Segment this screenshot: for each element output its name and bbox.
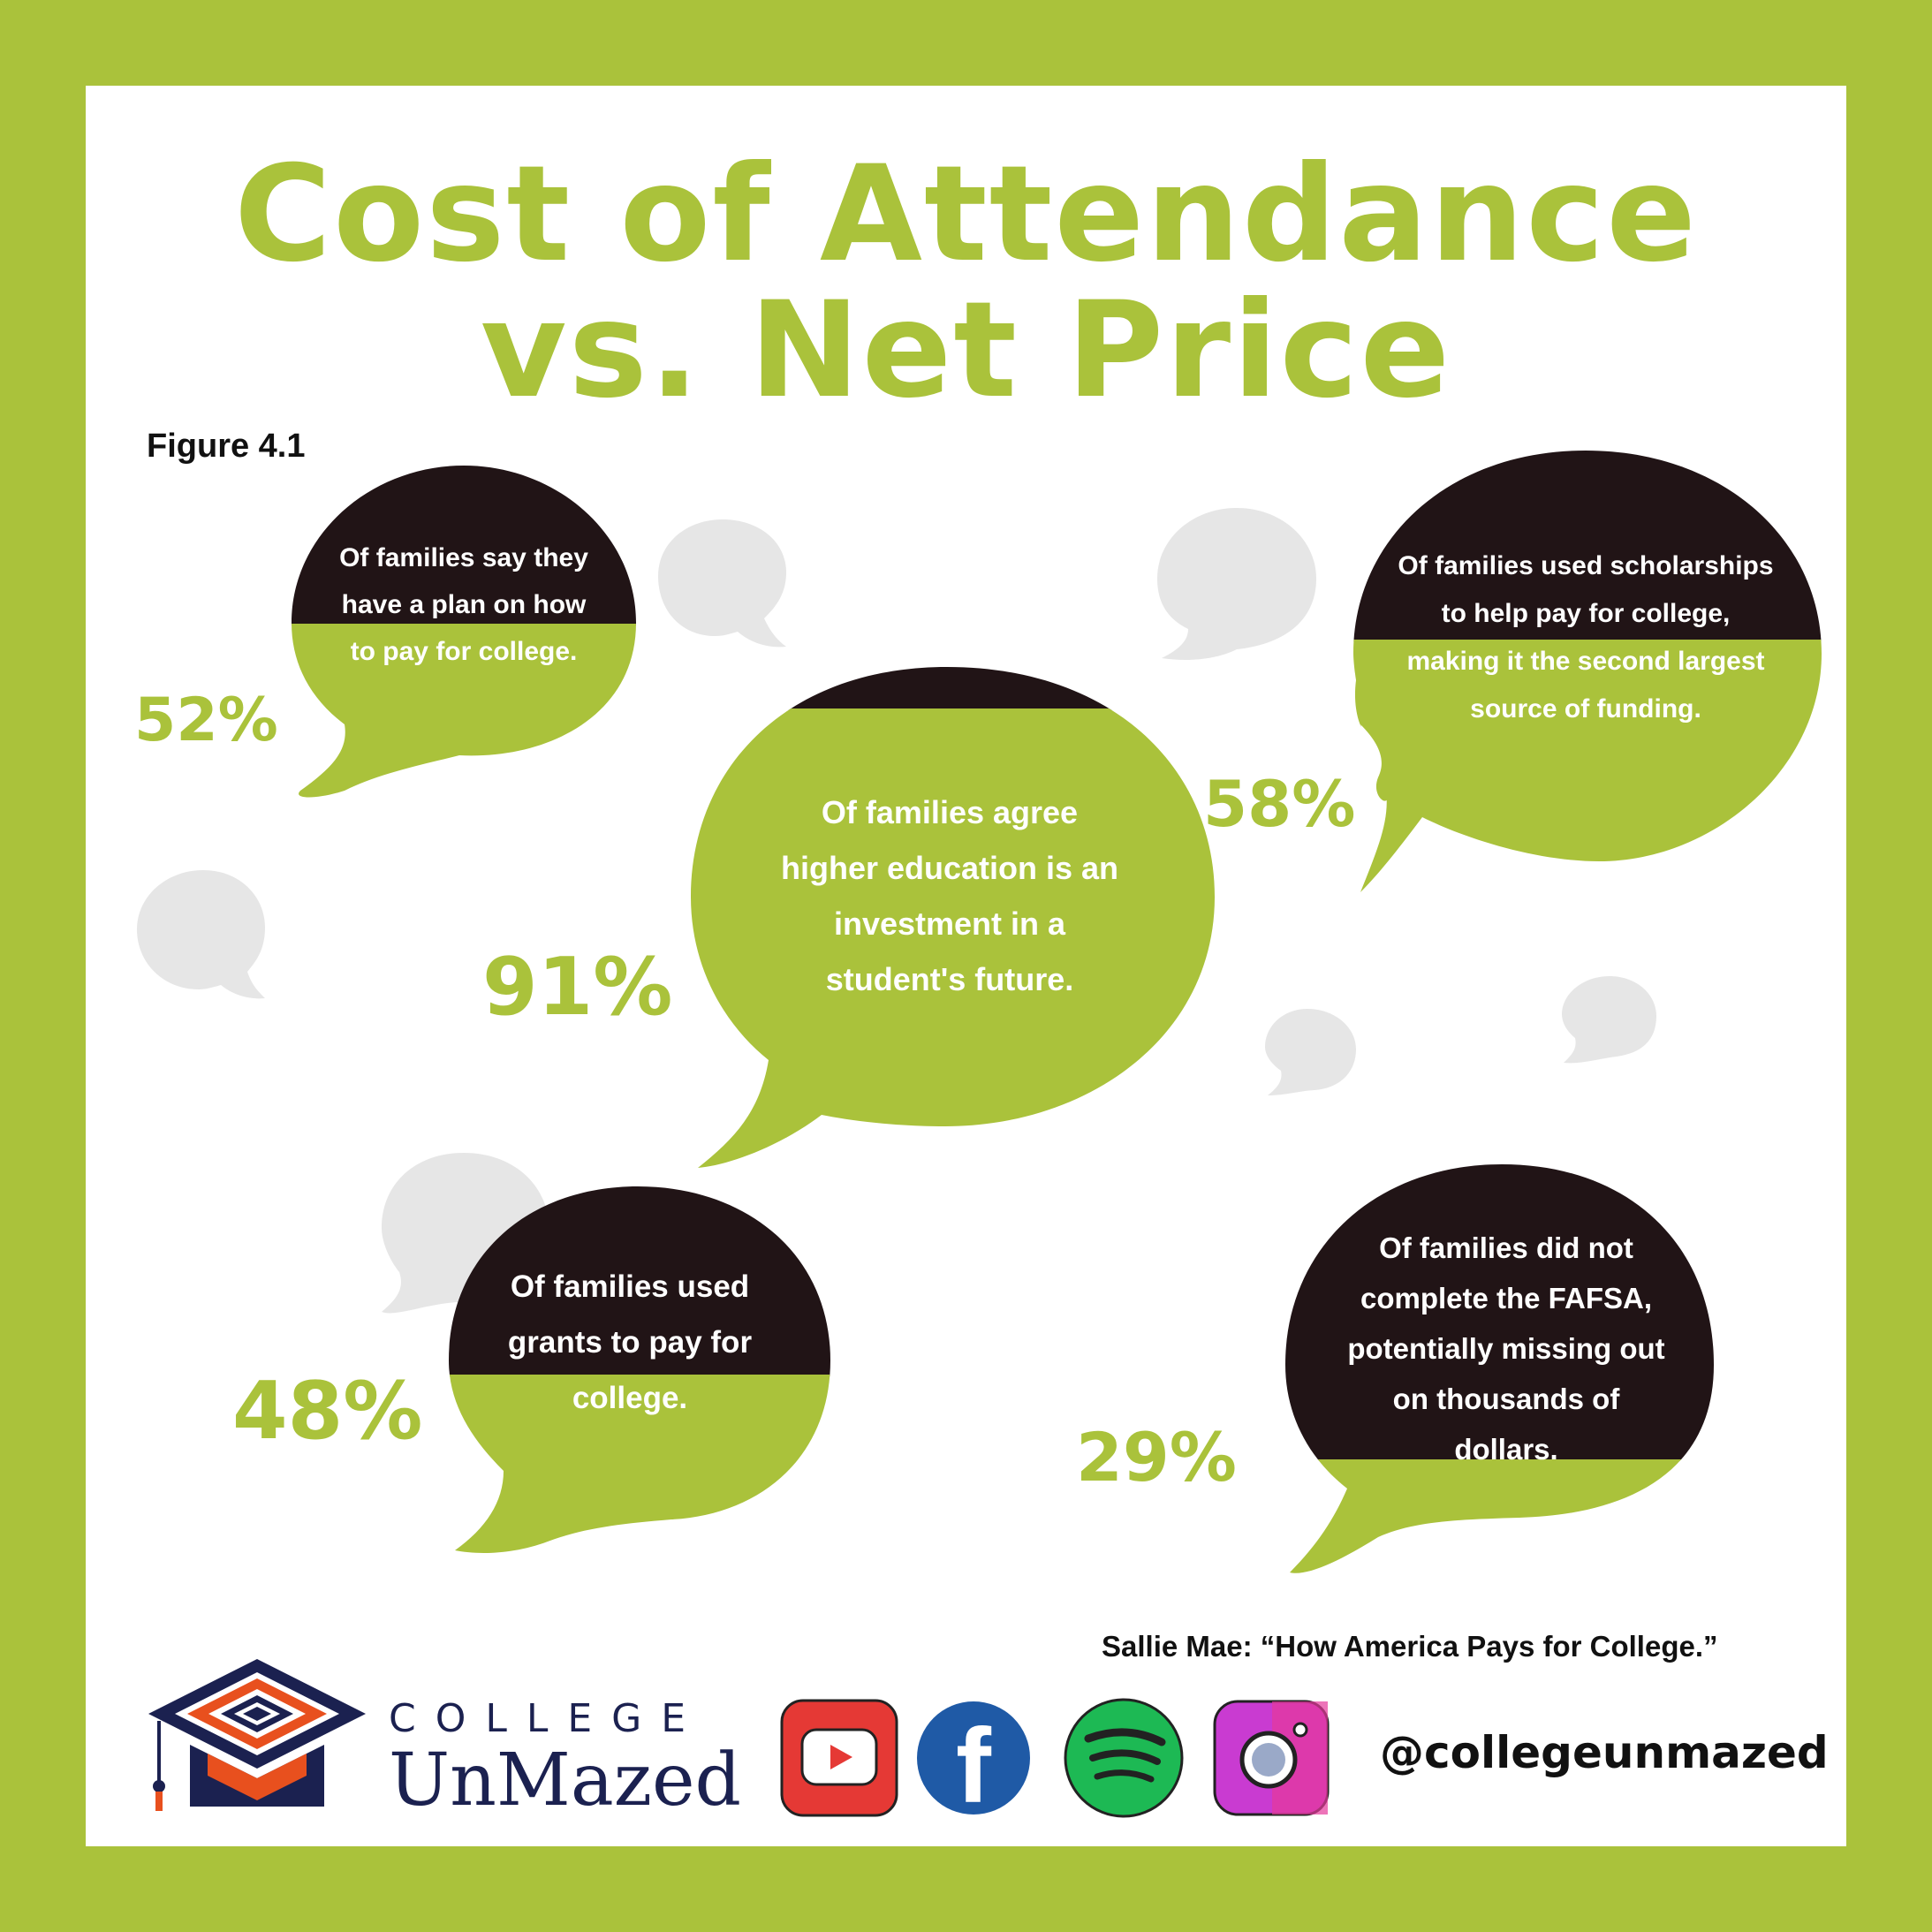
stat-91-percent: 91% [482,941,673,1034]
stat-58-percent: 58% [1203,767,1356,841]
stat-text-line: higher education is an [780,850,1119,886]
stat-52-percent: 52% [134,686,278,755]
stat-29-text: Of families did not complete the FAFSA, … [1312,1223,1701,1474]
decorative-bubble-icon [1562,976,1656,1064]
decorative-bubble-icon [137,870,265,999]
stat-58-text: Of families used scholarships to help pa… [1356,542,1815,733]
stat-text-line: to pay for college. [350,637,578,666]
stat-text-line: to help pay for college, [1441,599,1731,628]
stat-48-text: Of families used grants to pay for colle… [471,1259,789,1426]
decorative-bubble-icon [658,519,786,648]
stat-text-line: Of families used [510,1269,750,1304]
stat-text-line: have a plan on how [341,590,587,619]
svg-text:f: f [956,1707,992,1825]
social-handle[interactable]: @collegeunmazed [1380,1727,1829,1778]
stat-text-line: dollars. [1454,1433,1558,1466]
stat-text-line: Of families used scholarships [1398,551,1774,580]
source-citation: Sallie Mae: “How America Pays for Colleg… [1102,1630,1718,1663]
stat-text-line: potentially missing out [1347,1332,1665,1365]
stat-29-percent: 29% [1076,1418,1237,1496]
stat-text-line: investment in a [833,905,1066,942]
stat-91-text: Of families agree higher education is an… [724,784,1175,1007]
stat-text-line: source of funding. [1470,694,1701,724]
stat-text-line: Of families agree [821,794,1079,830]
figure-label: Figure 4.1 [147,428,306,465]
stat-52-text: Of families say they have a plan on how … [296,534,632,675]
college-unmazed-logo-icon [148,1659,366,1811]
facebook-icon[interactable]: f [917,1701,1030,1825]
stat-text-line: grants to pay for [507,1325,753,1360]
youtube-icon[interactable] [780,1699,898,1817]
stat-text-line: making it the second largest [1406,647,1765,676]
logo-unmazed-text: UnMazed [389,1739,741,1822]
stat-48-percent: 48% [232,1365,423,1458]
stat-text-line: on thousands of [1392,1383,1620,1415]
logo-college-text: COLLEGE [389,1696,706,1741]
instagram-icon[interactable] [1213,1700,1330,1816]
page-title-line1: Cost of Attendance [234,138,1698,292]
stat-text-line: college. [572,1381,688,1415]
page-title-line2: vs. Net Price [480,274,1452,428]
stat-text-line: student's future. [825,961,1074,997]
spotify-icon[interactable] [1064,1698,1184,1818]
stat-text-line: Of families did not [1379,1231,1633,1264]
decorative-bubble-icon [1157,508,1316,660]
stat-text-line: Of families say they [339,543,588,572]
stat-text-line: complete the FAFSA, [1360,1282,1653,1315]
decorative-bubble-icon [1265,1009,1356,1095]
